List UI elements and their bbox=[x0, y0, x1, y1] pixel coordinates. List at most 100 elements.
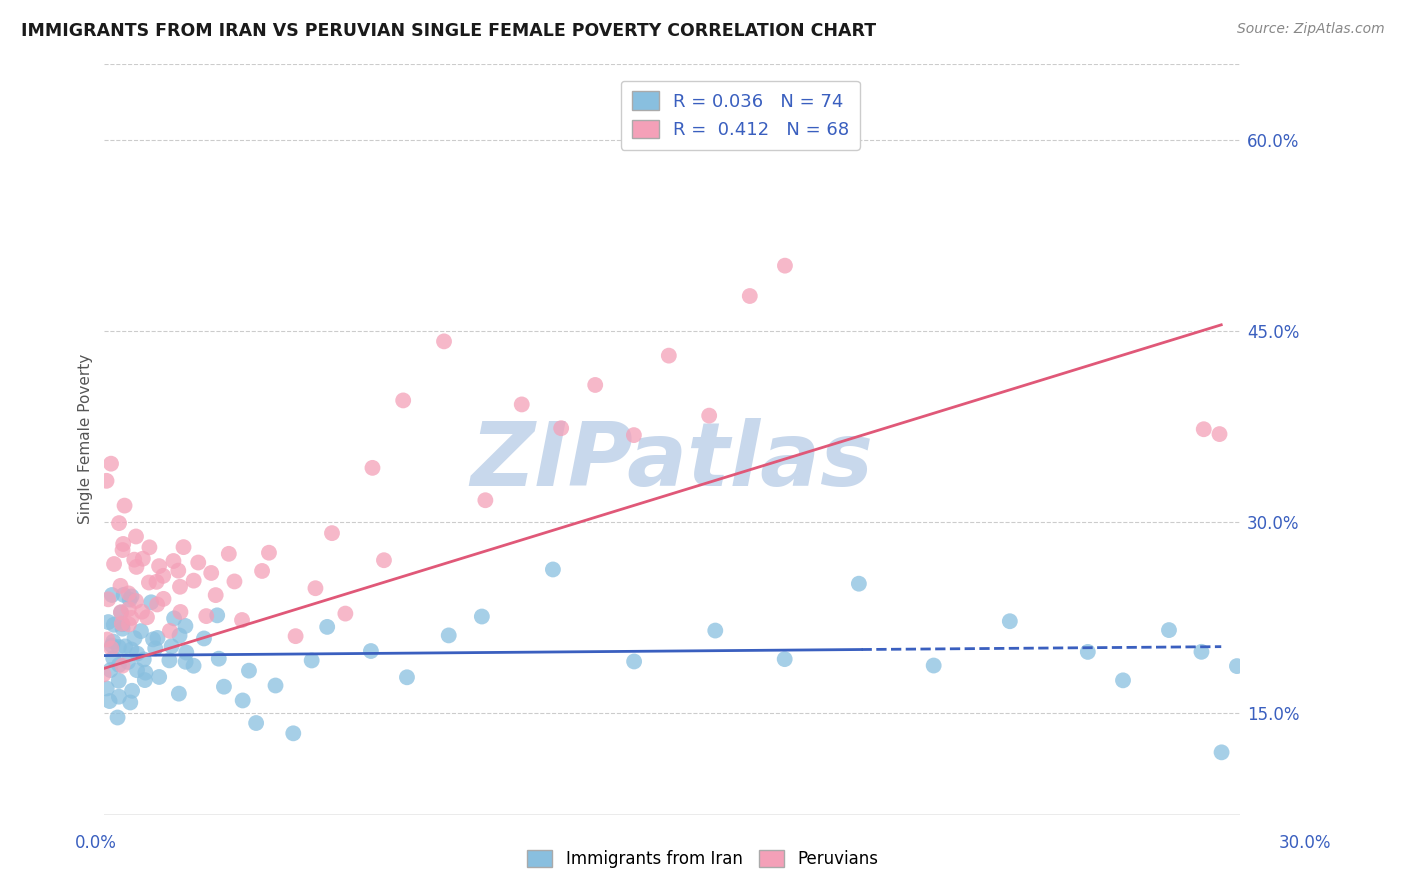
Point bbox=[117, 586, 139, 600]
Point bbox=[96, 474, 118, 488]
Point bbox=[111, 617, 134, 632]
Point bbox=[360, 644, 382, 658]
Point bbox=[208, 651, 231, 665]
Point bbox=[284, 629, 307, 643]
Point bbox=[283, 726, 305, 740]
Point bbox=[174, 645, 197, 659]
Point bbox=[183, 574, 205, 588]
Point bbox=[138, 541, 160, 555]
Point bbox=[1112, 673, 1135, 688]
Point bbox=[100, 457, 122, 471]
Point bbox=[232, 693, 254, 707]
Point bbox=[146, 631, 169, 645]
Text: Source: ZipAtlas.com: Source: ZipAtlas.com bbox=[1237, 22, 1385, 37]
Point bbox=[143, 641, 166, 656]
Point bbox=[148, 670, 170, 684]
Point bbox=[392, 393, 415, 408]
Legend: Immigrants from Iran, Peruvians: Immigrants from Iran, Peruvians bbox=[520, 843, 886, 875]
Point bbox=[474, 493, 496, 508]
Point bbox=[107, 673, 129, 688]
Point bbox=[136, 610, 159, 624]
Point bbox=[103, 651, 125, 665]
Text: ZIPatlas: ZIPatlas bbox=[471, 418, 873, 506]
Point bbox=[373, 553, 395, 567]
Point bbox=[100, 641, 122, 656]
Point bbox=[361, 461, 384, 475]
Point bbox=[471, 609, 494, 624]
Point bbox=[111, 543, 134, 558]
Point bbox=[124, 631, 146, 645]
Point bbox=[121, 683, 143, 698]
Point bbox=[157, 653, 180, 667]
Point bbox=[121, 590, 143, 604]
Y-axis label: Single Female Poverty: Single Female Poverty bbox=[79, 354, 93, 524]
Point bbox=[118, 602, 141, 616]
Point bbox=[174, 619, 197, 633]
Point bbox=[169, 580, 191, 594]
Point bbox=[437, 628, 460, 642]
Point bbox=[200, 566, 222, 580]
Point bbox=[1192, 422, 1215, 436]
Point bbox=[173, 540, 195, 554]
Point bbox=[98, 694, 121, 708]
Point bbox=[103, 634, 125, 648]
Point bbox=[193, 632, 215, 646]
Legend: R = 0.036   N = 74, R =  0.412   N = 68: R = 0.036 N = 74, R = 0.412 N = 68 bbox=[621, 80, 860, 150]
Point bbox=[212, 680, 235, 694]
Point bbox=[321, 526, 343, 541]
Point bbox=[108, 516, 131, 530]
Point bbox=[118, 617, 141, 632]
Point bbox=[100, 663, 122, 677]
Point bbox=[697, 409, 720, 423]
Point bbox=[120, 696, 142, 710]
Point bbox=[125, 560, 148, 574]
Point bbox=[264, 679, 287, 693]
Point bbox=[142, 632, 165, 647]
Point bbox=[773, 259, 796, 273]
Point bbox=[134, 665, 156, 680]
Point bbox=[922, 658, 945, 673]
Point bbox=[257, 546, 280, 560]
Point bbox=[169, 605, 191, 619]
Point bbox=[224, 574, 246, 589]
Point bbox=[541, 562, 564, 576]
Point bbox=[97, 592, 120, 607]
Point bbox=[107, 710, 129, 724]
Point bbox=[433, 334, 456, 349]
Point bbox=[97, 615, 120, 629]
Point bbox=[195, 609, 218, 624]
Point bbox=[231, 613, 253, 627]
Point bbox=[114, 640, 136, 654]
Point bbox=[218, 547, 240, 561]
Point bbox=[120, 611, 142, 625]
Point bbox=[93, 667, 115, 681]
Point bbox=[773, 652, 796, 666]
Point bbox=[96, 681, 118, 696]
Point bbox=[335, 607, 357, 621]
Point bbox=[125, 663, 148, 677]
Point bbox=[131, 605, 153, 619]
Point bbox=[112, 537, 135, 551]
Point bbox=[510, 397, 533, 411]
Point bbox=[159, 624, 181, 638]
Point bbox=[101, 639, 124, 653]
Point bbox=[112, 588, 135, 602]
Point bbox=[146, 598, 169, 612]
Point bbox=[174, 655, 197, 669]
Point bbox=[108, 657, 131, 672]
Point bbox=[658, 349, 681, 363]
Point bbox=[623, 655, 645, 669]
Point bbox=[1208, 427, 1230, 442]
Point bbox=[205, 608, 228, 623]
Point bbox=[120, 642, 142, 657]
Point bbox=[304, 581, 326, 595]
Point bbox=[127, 647, 149, 661]
Point bbox=[167, 564, 190, 578]
Point bbox=[122, 552, 145, 566]
Point bbox=[96, 632, 118, 647]
Point bbox=[163, 611, 186, 625]
Point bbox=[114, 499, 136, 513]
Point bbox=[998, 614, 1021, 628]
Point bbox=[1077, 645, 1099, 659]
Point bbox=[103, 617, 125, 632]
